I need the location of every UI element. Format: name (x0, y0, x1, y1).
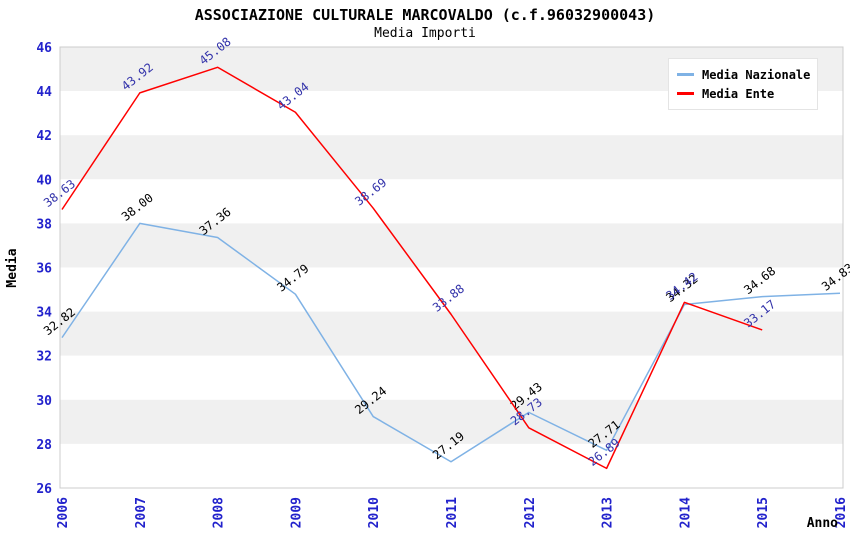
x-tick-label: 2008 (212, 497, 227, 528)
y-tick-label: 36 (36, 262, 52, 277)
x-tick-label: 2010 (367, 497, 382, 528)
chart-subtitle: Media Importi (374, 26, 476, 41)
y-tick-label: 42 (36, 129, 52, 144)
grid-band (60, 399, 843, 444)
x-tick-label: 2016 (834, 497, 849, 528)
grid-band (60, 223, 843, 268)
y-tick-label: 40 (36, 173, 52, 188)
x-axis-title: Anno (807, 516, 838, 531)
legend-label-media-ente: Media Ente (702, 86, 775, 101)
y-tick-label: 26 (36, 482, 52, 497)
grid-band (60, 355, 843, 400)
grid-band (60, 267, 843, 312)
y-tick-label: 46 (36, 41, 52, 56)
series-line-media-nazionale (61, 222, 841, 463)
legend: Media Nazionale Media Ente (668, 58, 818, 110)
grid-band (60, 179, 843, 224)
x-tick-label: 2009 (289, 497, 304, 528)
media-ente-line-swatch-icon (677, 92, 694, 95)
grid-band (60, 311, 843, 356)
x-tick-label: 2011 (445, 497, 460, 528)
x-tick-label: 2006 (56, 497, 71, 528)
x-tick-label: 2014 (678, 497, 693, 528)
x-tick-label: 2007 (134, 497, 149, 528)
x-tick-label: 2012 (523, 497, 538, 528)
x-tick-label: 2013 (601, 497, 616, 528)
y-tick-label: 32 (36, 350, 52, 365)
chart-title: ASSOCIAZIONE CULTURALE MARCOVALDO (c.f.9… (194, 6, 656, 24)
grid-band (60, 135, 843, 180)
legend-item-media-ente: Media Ente (677, 84, 809, 103)
y-tick-label: 30 (36, 394, 52, 409)
x-tick-label: 2015 (756, 497, 771, 528)
legend-item-media-nazionale: Media Nazionale (677, 65, 811, 84)
y-tick-label: 38 (36, 217, 52, 232)
legend-label-media-nazionale: Media Nazionale (702, 67, 811, 82)
y-tick-label: 28 (36, 438, 52, 453)
y-tick-label: 44 (36, 85, 52, 100)
grid-band (60, 443, 843, 488)
series-line-media-ente (61, 66, 763, 470)
y-axis-title: Media (5, 248, 20, 287)
media-nazionale-line-swatch-icon (677, 73, 694, 76)
plot-border (59, 46, 844, 489)
y-tick-label: 34 (36, 306, 52, 321)
